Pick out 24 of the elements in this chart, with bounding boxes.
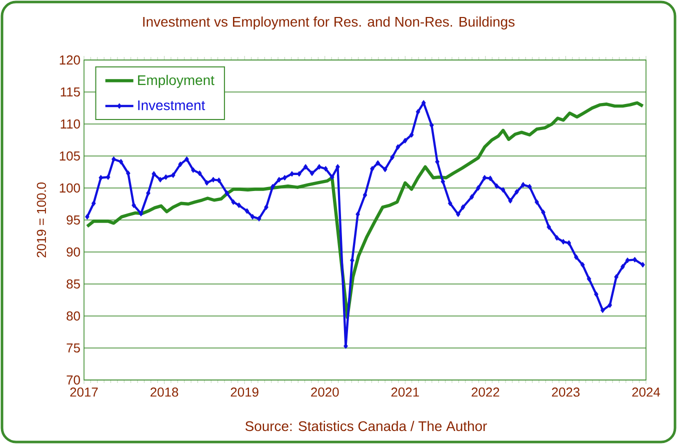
y-tick-label: 105 [60, 151, 80, 161]
x-tick-label: 2021 [391, 388, 419, 397]
y-tick-label: 85 [66, 279, 80, 289]
x-tick-label: 2023 [552, 388, 580, 397]
legend-label: Investment [138, 100, 206, 110]
y-tick-label: 75 [66, 343, 80, 353]
x-tick-label: 2017 [70, 388, 98, 397]
x-tick-label: 2024 [632, 388, 660, 397]
x-tick-label: 2022 [472, 388, 500, 397]
y-tick-label: 70 [66, 375, 80, 385]
y-axis-title: 2019 = 100.0 [36, 182, 46, 258]
legend-label: Employment [138, 74, 214, 88]
chart-title: Investment vs Employment for Res. and Non-Res. Buildings [143, 16, 515, 30]
x-tick-label: 2018 [150, 388, 178, 397]
y-tick-label: 95 [66, 215, 80, 225]
source-note: Source: Statistics Canada / The Author [245, 420, 487, 432]
x-tick-label: 2019 [230, 388, 258, 397]
y-tick-label: 110 [60, 119, 80, 129]
x-tick-label: 2020 [311, 388, 339, 397]
y-tick-label: 100 [60, 183, 80, 193]
y-tick-label: 90 [66, 247, 80, 257]
y-tick-label: 120 [60, 55, 80, 65]
y-tick-label: 80 [66, 311, 80, 321]
y-tick-label: 115 [60, 87, 80, 97]
